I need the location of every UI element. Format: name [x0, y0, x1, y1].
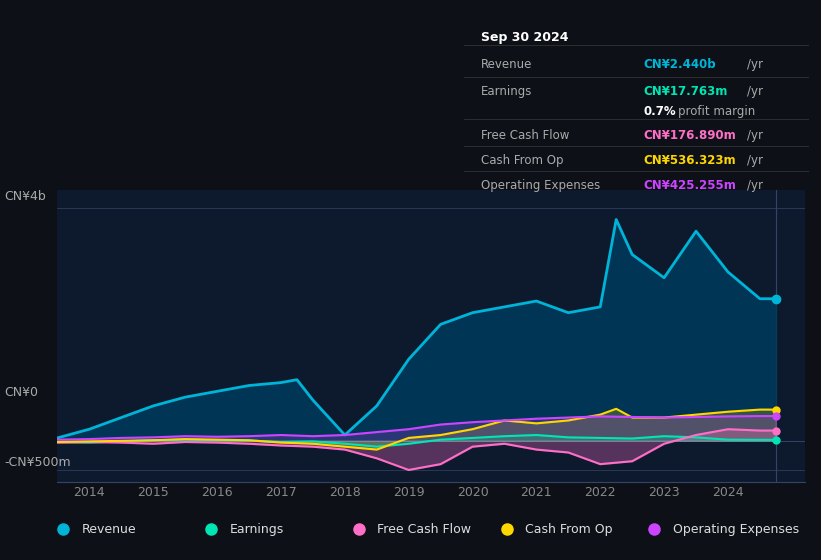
Text: Operating Expenses: Operating Expenses: [673, 522, 799, 536]
Text: /yr: /yr: [746, 154, 763, 167]
Text: Free Cash Flow: Free Cash Flow: [481, 129, 570, 142]
Text: Free Cash Flow: Free Cash Flow: [378, 522, 471, 536]
Text: CN¥536.323m: CN¥536.323m: [643, 154, 736, 167]
Text: CN¥425.255m: CN¥425.255m: [643, 179, 736, 192]
Text: CN¥176.890m: CN¥176.890m: [643, 129, 736, 142]
Text: CN¥2.440b: CN¥2.440b: [643, 58, 716, 71]
Text: Operating Expenses: Operating Expenses: [481, 179, 600, 192]
Text: /yr: /yr: [746, 85, 763, 98]
Text: -CN¥500m: -CN¥500m: [4, 455, 71, 469]
Text: /yr: /yr: [746, 179, 763, 192]
Text: CN¥0: CN¥0: [4, 385, 38, 399]
Text: Cash From Op: Cash From Op: [525, 522, 612, 536]
Text: CN¥17.763m: CN¥17.763m: [643, 85, 727, 98]
Text: 0.7%: 0.7%: [643, 105, 676, 118]
Text: Sep 30 2024: Sep 30 2024: [481, 31, 569, 44]
Text: Revenue: Revenue: [481, 58, 533, 71]
Text: Cash From Op: Cash From Op: [481, 154, 563, 167]
Text: Earnings: Earnings: [481, 85, 533, 98]
Text: profit margin: profit margin: [677, 105, 754, 118]
Text: /yr: /yr: [746, 129, 763, 142]
Text: CN¥4b: CN¥4b: [4, 189, 46, 203]
Text: Revenue: Revenue: [82, 522, 136, 536]
Text: /yr: /yr: [746, 58, 763, 71]
Text: Earnings: Earnings: [230, 522, 284, 536]
